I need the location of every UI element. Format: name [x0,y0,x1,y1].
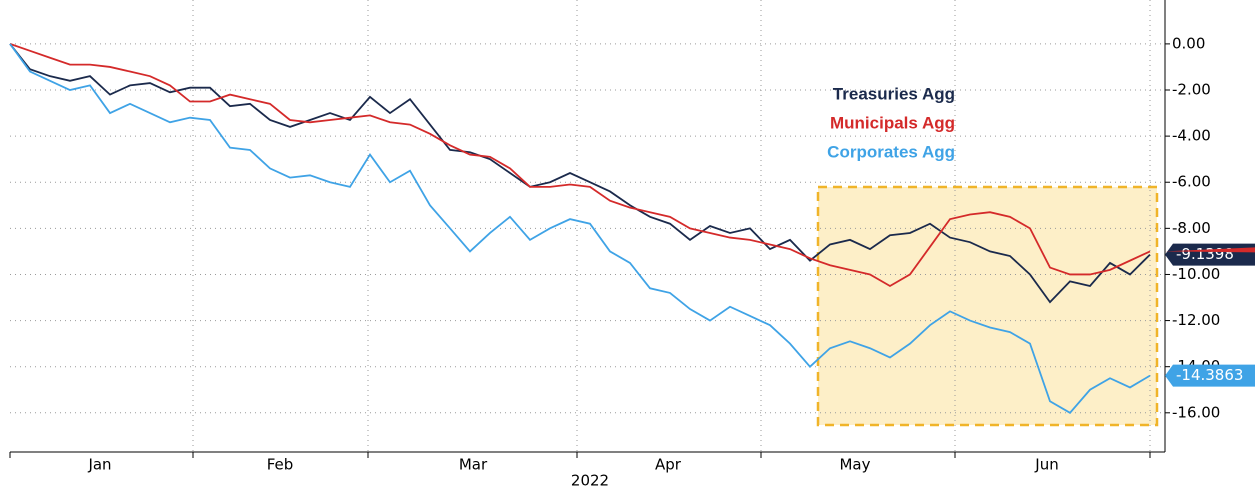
series-line [9,43,1151,288]
x-tick-label: Jan [87,456,111,474]
lines [9,43,1151,414]
y-tick-label: -12.00 [1172,311,1220,329]
x-tick-label: Mar [459,456,488,474]
end-label: -14.3863 [1176,366,1243,384]
series-line [9,43,1151,414]
x-tick-label: May [839,456,870,474]
legend-entry: Treasuries Agg [833,84,955,103]
y-tick-label: 0.00 [1172,34,1205,52]
y-tick-label: -10.00 [1172,265,1220,283]
y-tick-label: -16.00 [1172,403,1220,421]
y-tick-label: -2.00 [1172,81,1211,99]
x-tick-label: Jun [1034,456,1058,474]
end-label-box [1165,364,1255,387]
highlight-region [816,185,1159,427]
end-label: -9.1398 [1176,245,1234,263]
end-marker [1165,247,1255,253]
x-tick-label: Apr [655,456,682,474]
x-axis-label: 2022 [571,472,609,490]
legend-entry: Corporates Agg [827,142,955,161]
grid [10,0,1165,452]
y-tick-label: -6.00 [1172,173,1211,191]
x-tick-label: Feb [267,456,294,474]
legend-entry: Municipals Agg [830,113,955,132]
series-line [9,43,1151,304]
y-tick-label: -4.00 [1172,127,1211,145]
y-tick-label: -8.00 [1172,219,1211,237]
